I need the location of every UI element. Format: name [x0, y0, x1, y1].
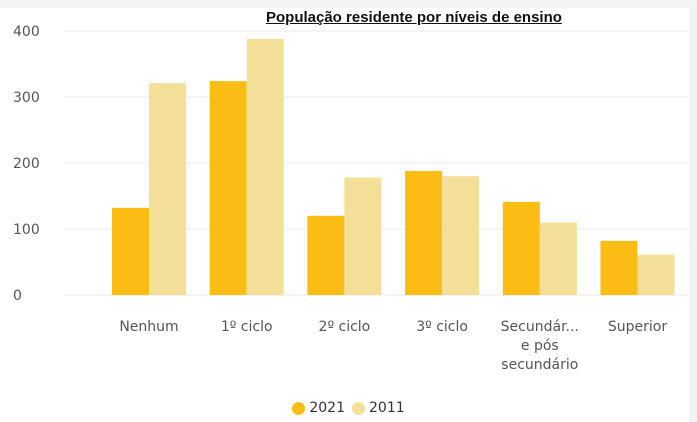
legend-item-2011[interactable]: 2011 [352, 400, 405, 416]
x-tick-label: Secundár... e pós secundário [501, 319, 579, 373]
x-tick-label: Superior [608, 319, 667, 335]
bar-2011-1[interactable] [246, 38, 284, 296]
bar-2011-5[interactable] [637, 254, 675, 295]
y-tick-label: 100 [13, 222, 40, 238]
bar-2011-4[interactable] [539, 222, 577, 295]
bar-2021-2[interactable] [307, 215, 345, 295]
legend-label-2011: 2011 [369, 400, 405, 416]
y-tick-label: 300 [13, 90, 40, 106]
bar-2011-0[interactable] [149, 83, 186, 295]
x-tick-label: 2º ciclo [319, 319, 371, 335]
top-border-strip [0, 0, 697, 8]
x-tick-label: 1º ciclo [221, 319, 273, 335]
legend-swatch-2021 [292, 401, 306, 415]
x-tick-label: 3º ciclo [416, 319, 468, 335]
bar-2011-3[interactable] [442, 176, 480, 295]
x-tick-label: Nenhum [119, 319, 178, 335]
right-border-strip [689, 0, 697, 422]
bar-2021-4[interactable] [502, 201, 540, 295]
bar-2021-3[interactable] [405, 170, 443, 295]
y-tick-label: 400 [13, 24, 40, 40]
bar-2011-2[interactable] [344, 177, 382, 295]
legend-label-2021: 2021 [309, 400, 345, 416]
bar-2021-5[interactable] [600, 240, 638, 295]
legend-swatch-2011 [352, 401, 365, 415]
chart-legend: 2021 2011 [0, 400, 697, 416]
y-tick-label: 200 [13, 156, 40, 172]
bar-2021-1[interactable] [209, 81, 247, 295]
bar-2021-0[interactable] [112, 207, 149, 295]
chart-title: População residente por níveis de ensino [266, 9, 562, 26]
y-tick-label: 0 [13, 288, 22, 304]
legend-item-2021[interactable]: 2021 [292, 400, 345, 416]
